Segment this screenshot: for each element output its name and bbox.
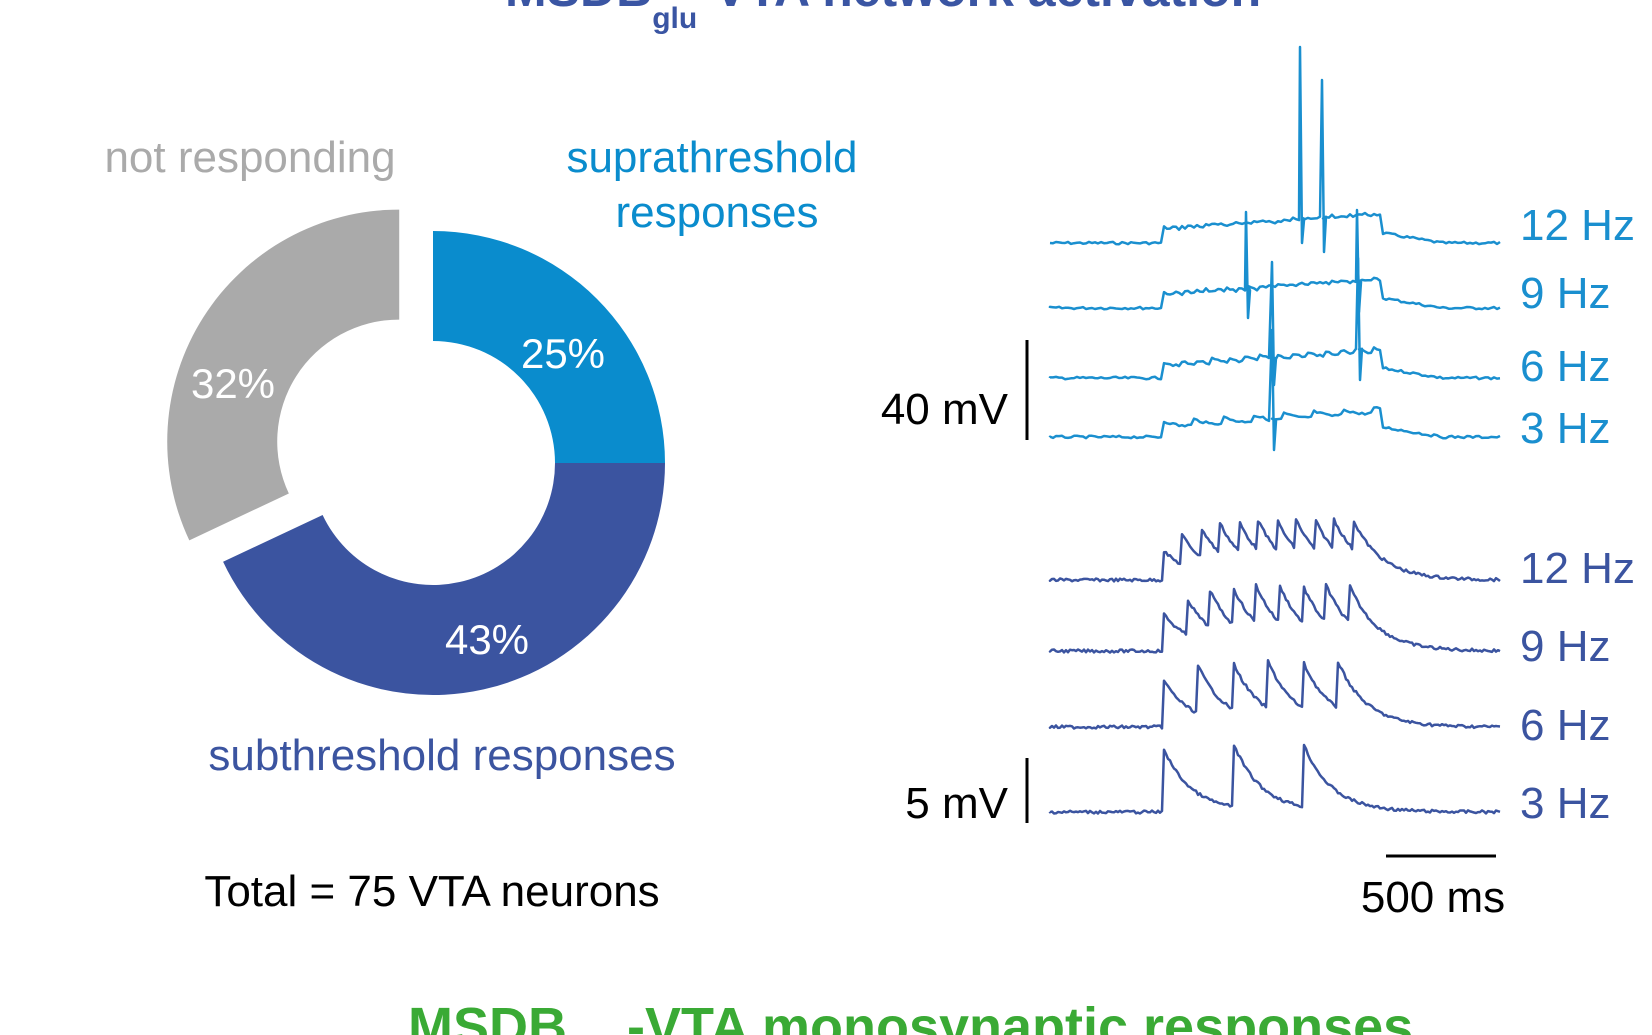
- trace-sub-9hz: [1048, 582, 1501, 654]
- trace-label-sub-3hz: 3 Hz: [1520, 779, 1610, 828]
- total-label: Total = 75 VTA neurons: [204, 867, 659, 916]
- scale-bar-500ms-label: 500 ms: [1361, 873, 1505, 922]
- trace-label-sub-6hz: 6 Hz: [1520, 701, 1610, 750]
- donut-chart: [167, 209, 665, 695]
- trace-supra-3hz: [1048, 328, 1501, 452]
- category-label-not-responding: not responding: [104, 133, 395, 182]
- trace-sub-6hz: [1048, 658, 1501, 730]
- pie-slice-suprathreshold: [433, 231, 665, 463]
- trace-label-sub-9hz: 9 Hz: [1520, 622, 1610, 671]
- pie-value-label-subthreshold: 43%: [445, 616, 529, 663]
- trace-sub-12hz: [1048, 517, 1501, 583]
- pie-slice-not-responding: [167, 209, 400, 541]
- trace-sub-3hz: [1048, 743, 1501, 815]
- category-label-suprathreshold-line2: responses: [615, 188, 818, 237]
- subthreshold-traces: [1048, 517, 1501, 815]
- trace-label-supra-9hz: 9 Hz: [1520, 269, 1610, 318]
- trace-label-supra-3hz: 3 Hz: [1520, 404, 1610, 453]
- trace-supra-9hz: [1048, 208, 1501, 320]
- trace-label-sub-12hz: 12 Hz: [1520, 544, 1635, 593]
- header-title: MSDBglu-VTA network activation: [505, 0, 1261, 35]
- trace-supra-6hz: [1048, 256, 1501, 387]
- footer-title-main: MSDB: [408, 997, 567, 1035]
- scale-bar-40mv-label: 40 mV: [881, 385, 1009, 434]
- pie-value-label-not-responding: 32%: [191, 360, 275, 407]
- category-label-subthreshold: subthreshold responses: [208, 731, 675, 780]
- suprathreshold-traces: [1048, 45, 1501, 452]
- scale-bar-5mv-label: 5 mV: [905, 779, 1008, 828]
- trace-label-supra-12hz: 12 Hz: [1520, 201, 1635, 250]
- pie-value-label-suprathreshold: 25%: [521, 330, 605, 377]
- trace-supra-12hz: [1049, 45, 1501, 254]
- header-title-sub: glu: [652, 2, 697, 35]
- header-title-main: MSDB: [505, 0, 652, 17]
- category-label-suprathreshold-line1: suprathreshold: [566, 133, 857, 182]
- trace-label-supra-6hz: 6 Hz: [1520, 342, 1610, 391]
- footer-title-rest: -VTA monosynaptic responses: [627, 997, 1413, 1035]
- header-title-rest: -VTA network activation: [697, 0, 1261, 17]
- footer-title: MSDB -VTA monosynaptic responses: [408, 997, 1413, 1035]
- pie-slice-subthreshold: [223, 463, 665, 695]
